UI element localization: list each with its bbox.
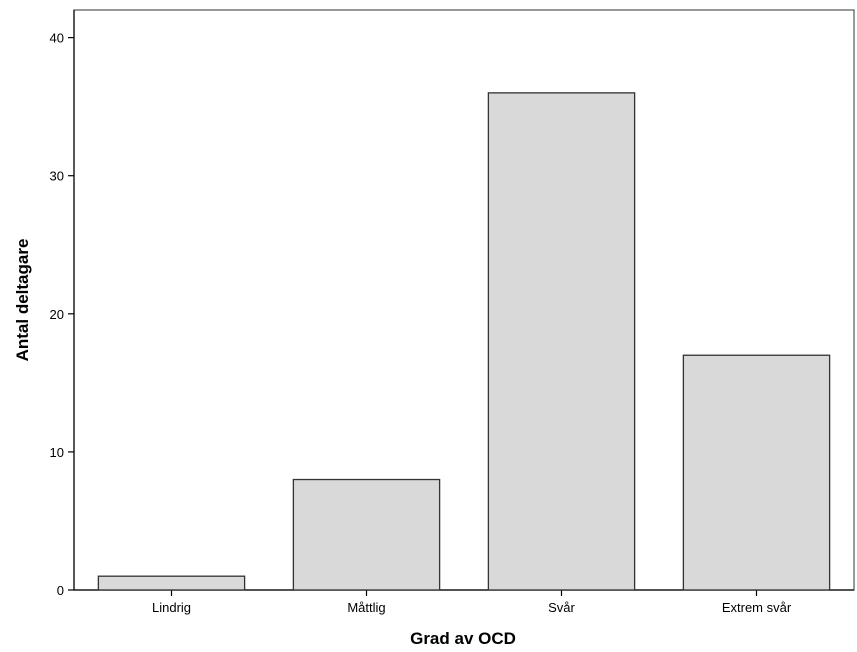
x-tick-label: Lindrig (152, 600, 191, 615)
x-axis-title: Grad av OCD (410, 629, 516, 648)
y-tick-label: 30 (50, 169, 64, 184)
y-tick-label: 40 (50, 31, 64, 46)
x-tick-label: Måttlig (347, 600, 385, 615)
bar-lindrig (97, 575, 246, 591)
bar-måttlig (292, 478, 441, 591)
y-tick-label: 0 (57, 583, 64, 598)
bar-svår (487, 92, 636, 591)
bars (97, 92, 831, 591)
x-tick-label: Extrem svår (722, 600, 792, 615)
y-axis: 0 10 20 30 40 (50, 10, 75, 598)
y-tick-label: 10 (50, 445, 64, 460)
y-tick-label: 20 (50, 307, 64, 322)
x-axis: Lindrig Måttlig Svår Extrem svår (74, 589, 854, 615)
y-axis-title: Antal deltagare (13, 239, 32, 362)
bar-extrem-svår (682, 354, 831, 591)
x-tick-label: Svår (548, 600, 575, 615)
